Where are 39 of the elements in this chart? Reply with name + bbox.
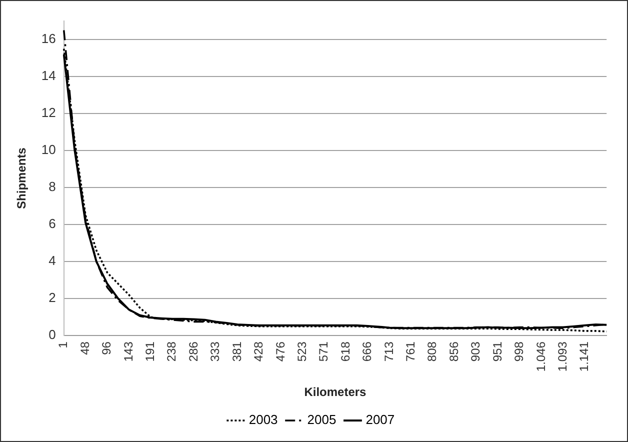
x-tick-label: 48: [78, 341, 92, 355]
x-tick-label: 808: [425, 341, 440, 362]
y-axis-title: Shipments: [14, 147, 29, 209]
y-tick-label: 2: [48, 290, 56, 306]
x-tick-label: 523: [294, 341, 309, 362]
y-tick-label: 10: [41, 142, 56, 158]
x-tick-label: 618: [338, 341, 352, 362]
x-tick-label: 428: [252, 341, 266, 362]
legend-label: 2003: [248, 412, 278, 428]
x-tick-label: 381: [230, 341, 244, 362]
x-tick-label: 998: [512, 341, 526, 362]
x-tick-label: 1.046: [534, 341, 548, 372]
x-tick-label: 903: [468, 341, 483, 362]
x-tick-label: 1.093: [555, 341, 570, 372]
y-tick-label: 16: [41, 31, 56, 46]
legend-label: 2005: [307, 412, 336, 428]
x-tick-label: 1: [56, 341, 70, 348]
x-tick-label: 571: [316, 341, 331, 362]
x-tick-label: 856: [446, 341, 461, 362]
y-tick-label: 0: [48, 327, 56, 342]
y-tick-label: 8: [48, 179, 56, 194]
y-tick-label: 14: [41, 68, 56, 84]
x-tick-label: 286: [186, 341, 200, 362]
x-tick-label: 666: [360, 341, 374, 362]
y-tick-label: 4: [48, 253, 56, 268]
y-tick-label: 12: [41, 105, 56, 120]
x-tick-label: 951: [490, 341, 504, 362]
x-tick-label: 713: [382, 341, 396, 362]
y-tick-label: 6: [48, 216, 56, 232]
x-tick-label: 238: [164, 341, 179, 362]
x-tick-label: 143: [121, 341, 136, 362]
x-axis-title: Kilometers: [304, 385, 367, 400]
x-tick-label: 1.141: [577, 341, 592, 372]
x-tick-label: 761: [404, 341, 418, 362]
x-tick-label: 476: [273, 341, 288, 362]
legend-label: 2007: [366, 412, 395, 428]
x-tick-label: 96: [100, 341, 114, 355]
x-tick-label: 333: [208, 341, 222, 362]
x-tick-label: 191: [143, 341, 158, 362]
